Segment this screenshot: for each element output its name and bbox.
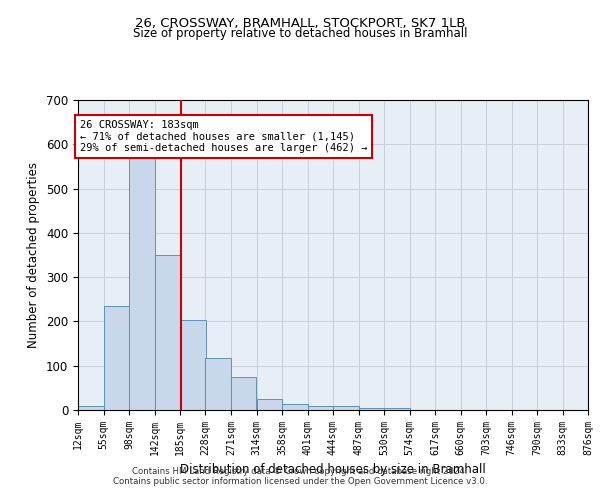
Text: Size of property relative to detached houses in Bramhall: Size of property relative to detached ho… — [133, 28, 467, 40]
Bar — [308, 406, 333, 410]
Bar — [282, 404, 308, 410]
Bar — [129, 148, 155, 410]
Bar — [231, 377, 256, 410]
Y-axis label: Number of detached properties: Number of detached properties — [28, 162, 40, 348]
Text: 26, CROSSWAY, BRAMHALL, STOCKPORT, SK7 1LB: 26, CROSSWAY, BRAMHALL, STOCKPORT, SK7 1… — [135, 18, 465, 30]
Bar — [257, 399, 282, 410]
Bar — [180, 320, 205, 410]
X-axis label: Distribution of detached houses by size in Bramhall: Distribution of detached houses by size … — [180, 464, 486, 476]
Bar — [78, 406, 104, 410]
Bar — [205, 358, 231, 410]
Bar — [384, 408, 409, 410]
Bar — [359, 408, 384, 410]
Text: 26 CROSSWAY: 183sqm
← 71% of detached houses are smaller (1,145)
29% of semi-det: 26 CROSSWAY: 183sqm ← 71% of detached ho… — [80, 120, 367, 153]
Bar — [155, 255, 180, 410]
Bar — [333, 406, 359, 410]
Text: Contains HM Land Registry data © Crown copyright and database right 2024.: Contains HM Land Registry data © Crown c… — [132, 467, 468, 476]
Bar — [104, 306, 129, 410]
Text: Contains public sector information licensed under the Open Government Licence v3: Contains public sector information licen… — [113, 477, 487, 486]
